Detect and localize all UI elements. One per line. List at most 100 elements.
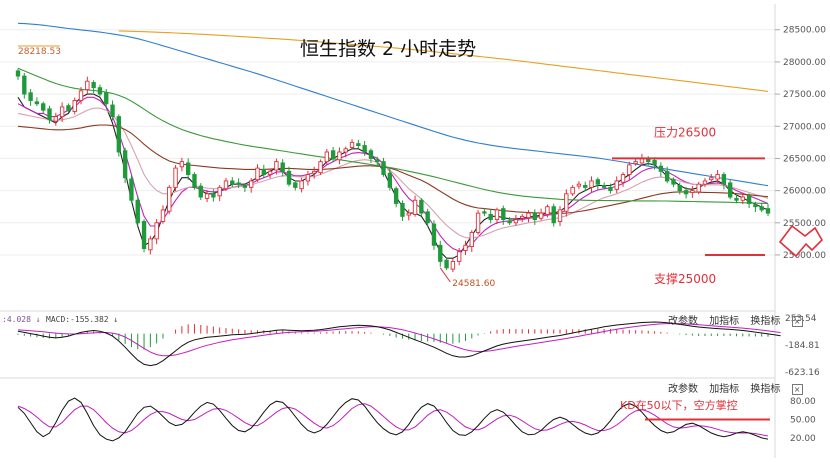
- candle-down: [129, 178, 134, 201]
- candle-up: [85, 80, 90, 91]
- y-tick-label: 25500.00: [783, 219, 826, 229]
- candle-up: [564, 193, 569, 212]
- hollow-arrow-icon: [778, 224, 824, 258]
- y-tick-label: 28000.00: [783, 58, 826, 68]
- candle-up: [620, 174, 626, 183]
- candle-down: [759, 206, 764, 211]
- kd-y-tick-label: 80.00: [790, 397, 816, 407]
- kd-change-params-button[interactable]: 改参数: [668, 384, 698, 395]
- kd-k-line: [17, 397, 769, 442]
- candle-up: [469, 231, 474, 248]
- macd-add-indicator-button[interactable]: 加指标: [709, 316, 740, 327]
- candle-down: [47, 108, 52, 121]
- candle-down: [683, 190, 689, 195]
- candle-down: [280, 162, 285, 172]
- macd-prefix-label: :4.028 ↓: [2, 315, 41, 324]
- candle-down: [595, 179, 601, 185]
- candle-up: [412, 199, 418, 215]
- price-grid: [0, 29, 775, 379]
- candle-up: [217, 186, 222, 197]
- candle-up: [627, 164, 632, 175]
- candle-up: [715, 174, 720, 180]
- candle-up: [526, 212, 531, 219]
- candle-down: [721, 174, 727, 185]
- candle-down: [236, 182, 241, 185]
- candle-up: [570, 186, 575, 195]
- ma-line-blue: [17, 22, 769, 187]
- macd-change-params-button[interactable]: 改参数: [668, 316, 698, 327]
- candle-up: [576, 183, 582, 187]
- candle-up: [154, 222, 159, 240]
- candle-down: [192, 174, 197, 188]
- candle-down: [375, 159, 380, 163]
- macd-switch-indicator-button[interactable]: 换指标: [750, 316, 781, 327]
- candle-up: [53, 116, 58, 122]
- candle-down: [116, 116, 122, 153]
- chart-title: 恒生指数 2 小时走势: [300, 38, 477, 60]
- candle-up: [538, 212, 544, 219]
- y-tick-label: 26000.00: [783, 187, 826, 197]
- candle-up: [72, 100, 77, 112]
- candle-down: [91, 82, 96, 89]
- y-tick-label: 25000.00: [783, 251, 826, 261]
- candle-down: [211, 193, 216, 198]
- kd-add-indicator-button[interactable]: 加指标: [709, 384, 740, 395]
- candle-down: [34, 101, 40, 105]
- candle-up: [463, 244, 468, 251]
- candle-down: [356, 143, 361, 147]
- candle-down: [387, 172, 393, 188]
- kd-toolbar: 改参数 加指标 换指标 ×: [668, 380, 811, 395]
- kd-panel: 80.00 50.00 20.00 KD在50以下，空方掌控: [17, 397, 816, 444]
- candle-down: [41, 103, 46, 111]
- candle-down: [242, 185, 248, 188]
- kd-close-icon[interactable]: ×: [791, 384, 803, 395]
- candle-up: [557, 209, 563, 222]
- macd-close-icon[interactable]: ×: [791, 316, 803, 327]
- y-tick-label: 27000.00: [783, 122, 826, 132]
- candle-down: [135, 199, 140, 224]
- candle-up: [545, 206, 550, 215]
- candle-down: [664, 170, 670, 182]
- candle-up: [299, 180, 304, 190]
- candle-up: [337, 151, 342, 161]
- macd-y-tick-label: -623.16: [785, 368, 820, 378]
- macd-dif-line: [17, 321, 781, 367]
- candle-up: [343, 148, 348, 153]
- candle-down: [185, 162, 191, 175]
- candle-down: [488, 213, 493, 221]
- candle-up: [179, 161, 185, 168]
- candle-up: [59, 106, 65, 118]
- macd-dea-line: [17, 323, 781, 357]
- candle-up: [204, 193, 210, 199]
- candle-up: [249, 180, 254, 188]
- candle-up: [696, 183, 701, 193]
- candle-down: [368, 150, 374, 159]
- candle-down: [438, 244, 443, 262]
- candle-down: [15, 70, 21, 77]
- candle-up: [167, 186, 172, 212]
- candle-up: [494, 209, 500, 221]
- candle-down: [261, 168, 266, 175]
- candle-up: [709, 177, 714, 181]
- candle-down: [551, 206, 556, 224]
- annotations: 28218.53 24581.60 压力26500 支撑25000: [18, 45, 824, 289]
- candle-down: [230, 180, 235, 185]
- ma-line-magenta: [17, 96, 769, 252]
- candle-up: [267, 170, 273, 175]
- candle-up: [702, 180, 708, 185]
- candle-up: [312, 170, 317, 174]
- candle-up: [614, 180, 619, 190]
- candle-down: [753, 204, 758, 208]
- candle-down: [141, 221, 147, 249]
- kd-annotation: KD在50以下，空方掌控: [620, 398, 738, 412]
- candle-up: [148, 238, 153, 251]
- candle-down: [583, 185, 588, 188]
- candle-down: [482, 211, 487, 214]
- kd-switch-indicator-button[interactable]: 换指标: [750, 384, 781, 395]
- candle-down: [601, 185, 607, 188]
- candle-down: [734, 197, 739, 201]
- candle-down: [110, 104, 115, 118]
- kd-d-line: [17, 403, 769, 437]
- candle-down: [728, 182, 733, 198]
- candle-up: [305, 174, 311, 182]
